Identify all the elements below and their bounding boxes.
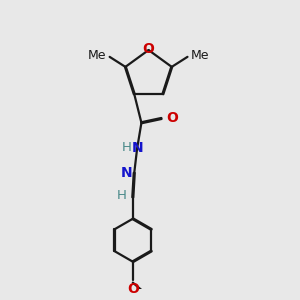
- Text: Me: Me: [191, 49, 209, 62]
- Text: O: O: [127, 282, 139, 296]
- Text: Me: Me: [88, 49, 106, 62]
- Text: N: N: [121, 166, 133, 180]
- Text: H: H: [117, 189, 127, 202]
- Text: H: H: [122, 142, 132, 154]
- Text: N: N: [131, 141, 143, 155]
- Text: O: O: [166, 112, 178, 125]
- Text: O: O: [142, 42, 154, 56]
